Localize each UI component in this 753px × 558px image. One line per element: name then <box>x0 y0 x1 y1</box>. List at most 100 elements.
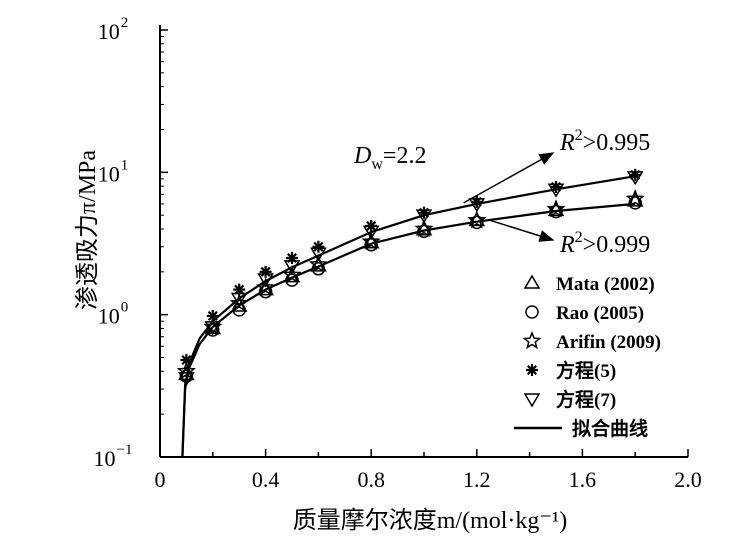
data-point-circle <box>232 303 246 317</box>
legend-item: 拟合曲线 <box>514 417 648 440</box>
data-point-triangle-down <box>415 209 433 224</box>
data-point-triangle <box>468 211 486 227</box>
annotations: Dw=2.2 R2>0.995 R2>0.999 <box>353 127 650 258</box>
data-point-triangle-down <box>230 292 248 307</box>
marker-shape <box>468 198 486 213</box>
data-point-star <box>308 254 328 273</box>
marker-shape <box>311 262 326 276</box>
data-point-triangle-down <box>178 372 195 387</box>
marker-shape <box>178 372 195 387</box>
x-tick-label: 0.8 <box>357 467 385 492</box>
data-point-asterisk <box>550 180 562 193</box>
marker-shape <box>257 273 274 288</box>
legend-label: 方程(5) <box>556 359 616 382</box>
x-tick-label: 1.6 <box>569 467 597 492</box>
data-point-star <box>625 189 645 208</box>
data-point-circle <box>179 369 194 383</box>
data-point-circle <box>417 224 431 239</box>
marker-shape <box>522 330 542 350</box>
legend-item: Mata (2002) <box>523 274 655 295</box>
legend-label: Mata (2002) <box>556 274 655 295</box>
data-point-triangle-down <box>468 198 486 213</box>
marker-shape <box>204 321 222 336</box>
data-point-asterisk <box>418 206 430 219</box>
data-point-circle <box>206 323 220 337</box>
data-point-circle <box>311 262 326 276</box>
marker-shape <box>625 189 645 208</box>
y-tick-label: 101 <box>98 157 129 186</box>
marker-stroke <box>526 364 538 376</box>
y-tick-label: 100 <box>98 300 129 329</box>
data-point-triangle-down <box>283 260 301 275</box>
y-tick-label: 102 <box>98 15 129 44</box>
x-tick-label: 0 <box>155 467 166 492</box>
marker-stroke <box>313 241 324 252</box>
marker-shape <box>283 260 301 275</box>
data-point-asterisk <box>180 354 193 367</box>
arrow-upper <box>463 152 555 204</box>
marker-shape <box>523 393 541 408</box>
data-point-star <box>546 199 566 218</box>
data-point-triangle-down <box>626 171 644 186</box>
marker-stroke <box>181 355 192 366</box>
data-point-star <box>282 264 302 284</box>
data-point-asterisk <box>286 252 298 265</box>
marker-shape <box>415 209 433 224</box>
data-point-triangle-down <box>310 247 327 262</box>
legend-label: Rao (2005) <box>556 303 644 324</box>
data-point-circle <box>470 215 484 230</box>
marker-shape <box>525 305 539 319</box>
data-point-star <box>467 210 487 229</box>
legend-label: Arifin (2009) <box>556 332 661 353</box>
marker-shape <box>417 224 431 239</box>
data-point-star <box>414 219 434 238</box>
marker-shape <box>256 277 276 296</box>
y-tick-label: 10−1 <box>94 442 133 471</box>
data-point-triangle-down <box>204 321 222 336</box>
legend-marker-circle <box>525 305 539 319</box>
marker-stroke <box>234 284 245 295</box>
data-point-star <box>256 277 276 296</box>
marker-shape <box>470 215 484 230</box>
marker-shape <box>361 231 381 250</box>
r2-upper-annotation: R2>0.995 <box>559 127 650 156</box>
y-axis-title: 渗透吸力π/MPa <box>74 150 101 310</box>
marker-shape <box>414 219 434 238</box>
marker-shape <box>308 254 328 273</box>
data-point-triangle-down <box>362 225 380 240</box>
data-point-star <box>361 231 381 250</box>
marker-stroke <box>207 310 218 321</box>
arrow-lower <box>489 219 555 242</box>
legend-label: 方程(7) <box>556 388 616 411</box>
legend: Mata (2002) Rao (2005) Arifin (2009) 方程(5) 方… <box>514 274 661 440</box>
x-tick-label: 2.0 <box>674 467 702 492</box>
legend-item: Rao (2005) <box>525 303 644 324</box>
data-points <box>176 168 645 387</box>
marker-shape <box>467 210 487 229</box>
marker-shape <box>362 225 380 240</box>
marker-shape <box>310 247 327 262</box>
data-point-circle <box>628 196 642 210</box>
marker-shape <box>179 369 194 383</box>
data-point-circle <box>549 204 563 219</box>
legend-label: 拟合曲线 <box>572 417 648 440</box>
data-point-triangle <box>415 221 433 236</box>
legend-item: 方程(5) <box>526 359 616 382</box>
legend-marker-star <box>522 330 542 350</box>
data-point-triangle-down <box>257 273 274 288</box>
r2-lower-annotation: R2>0.999 <box>559 229 650 258</box>
data-point-asterisk <box>206 309 219 322</box>
marker-shape <box>282 264 302 284</box>
marker-shape <box>628 196 642 210</box>
legend-item: Arifin (2009) <box>522 330 661 353</box>
data-point-asterisk <box>629 168 642 181</box>
marker-shape <box>547 183 565 198</box>
fit-curve-1 <box>181 202 636 458</box>
legend-marker-triangle-down <box>523 393 541 408</box>
data-point-asterisk <box>312 240 325 253</box>
marker-shape <box>206 323 220 337</box>
legend-item: 方程(7) <box>523 388 616 411</box>
x-tick-label: 0.4 <box>252 467 280 492</box>
marker-shape <box>523 274 541 289</box>
